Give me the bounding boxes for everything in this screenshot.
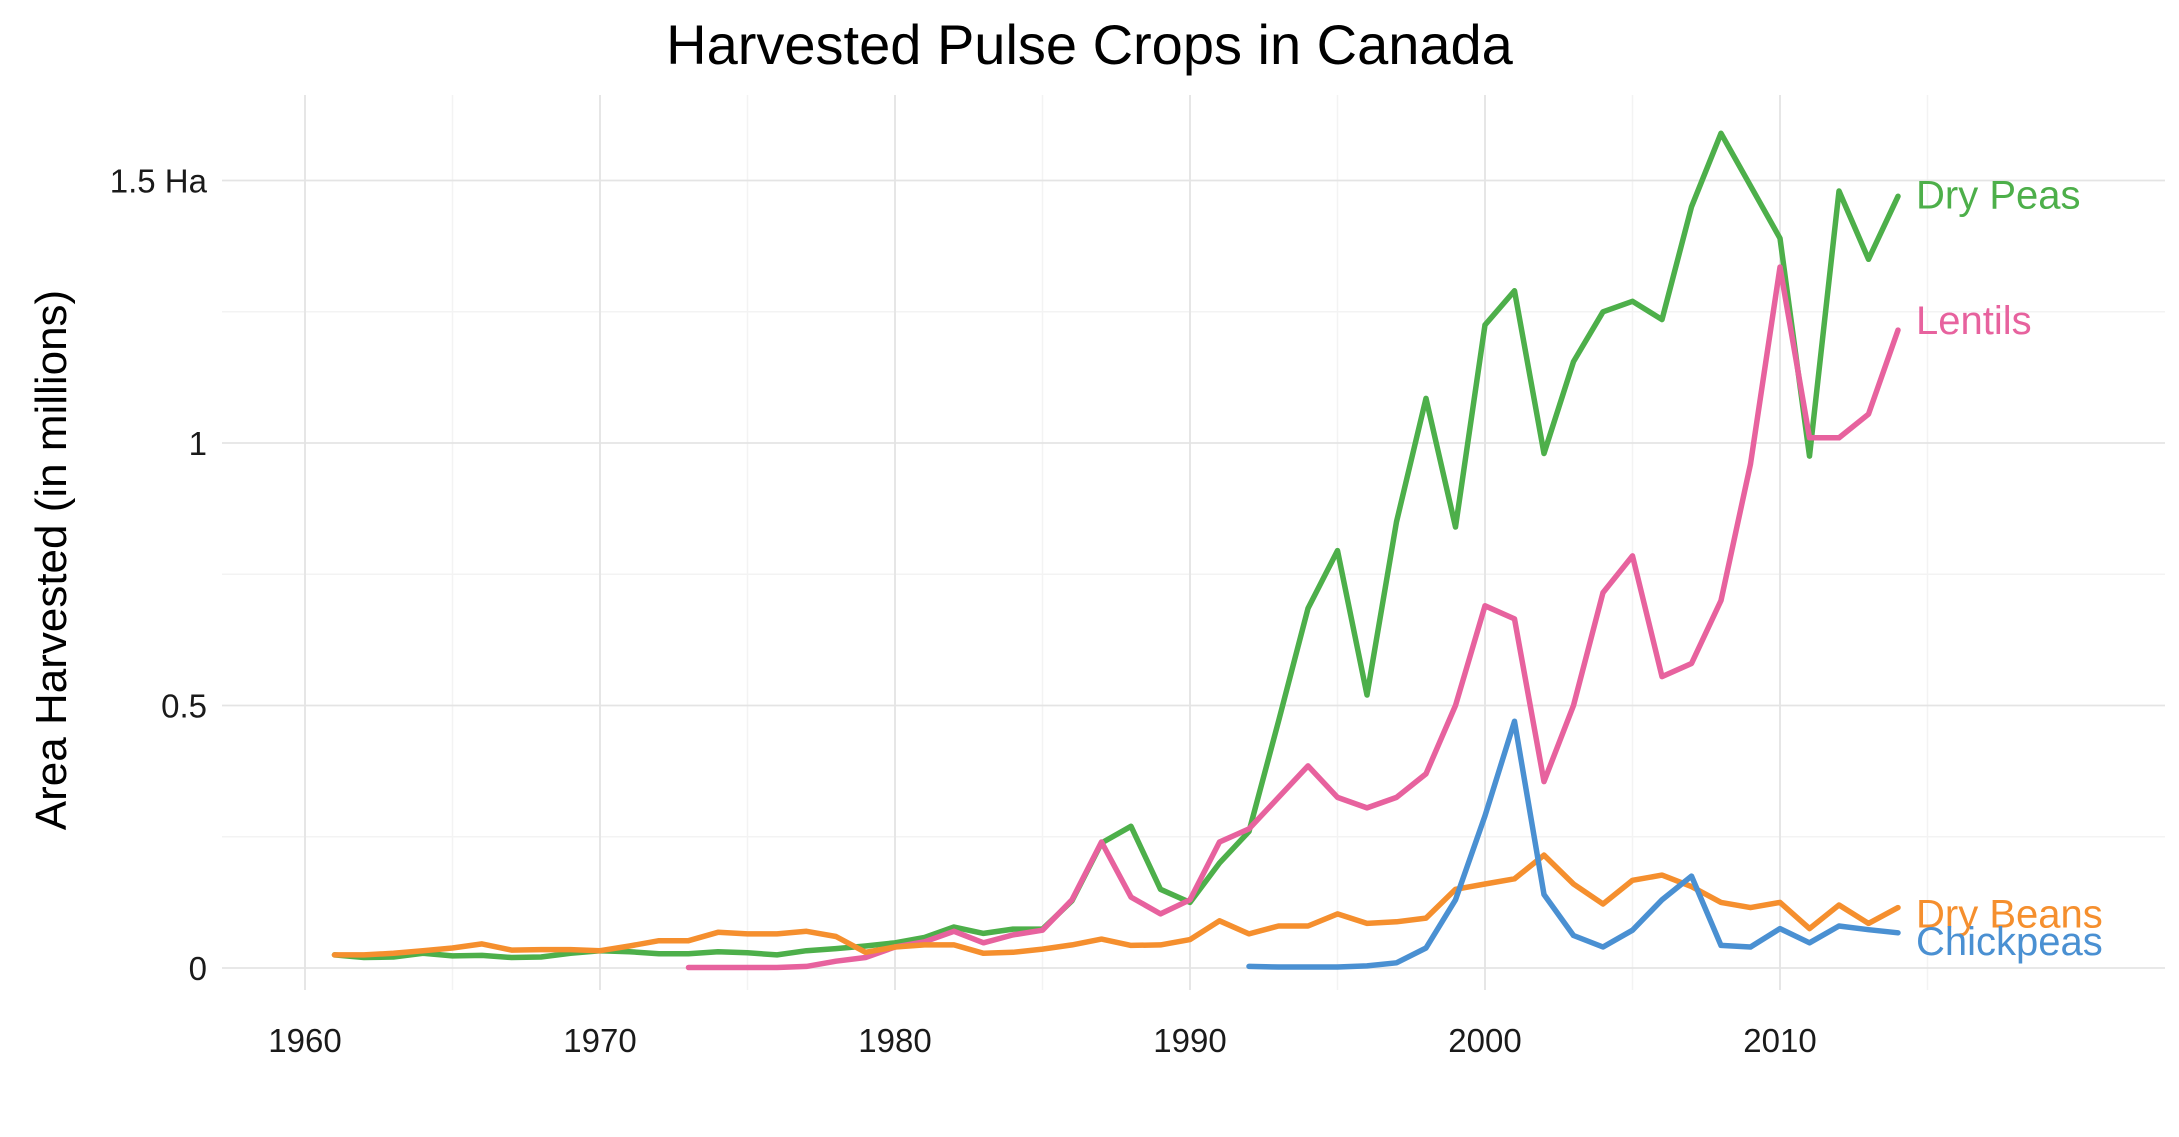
series-label-lentils: Lentils [1916,299,2032,343]
y-axis-title: Area Harvested (in millions) [27,290,76,830]
series-label-dry-beans: Dry Beans [1916,893,2103,937]
y-tick-label: 1.5 Ha [110,163,208,200]
x-tick-label: 2000 [1448,1022,1521,1059]
series-lines [331,130,1901,971]
axes: 1960 1970 1980 1990 2000 2010 0 0.5 1 1.5 Ha [110,163,1817,1060]
y-tick-label: 0 [189,950,207,987]
grid [222,95,2165,990]
x-tick-label: 1980 [858,1022,931,1059]
series-line-lentils [685,264,1901,971]
y-tick-label: 0.5 [161,688,207,725]
x-tick-label: 1990 [1153,1022,1226,1059]
series-label-dry-peas: Dry Peas [1916,173,2081,217]
series-line-dry-beans [331,852,1901,958]
x-tick-label: 1970 [563,1022,636,1059]
chart-title: Harvested Pulse Crops in Canada [666,13,1513,76]
x-tick-label: 2010 [1743,1022,1816,1059]
series-line-dry-peas [331,130,1901,961]
series-label-chickpeas: Chickpeas [1916,920,2103,964]
series-line-chickpeas [1246,718,1901,970]
y-tick-label: 1 [189,425,207,462]
x-tick-label: 1960 [268,1022,341,1059]
